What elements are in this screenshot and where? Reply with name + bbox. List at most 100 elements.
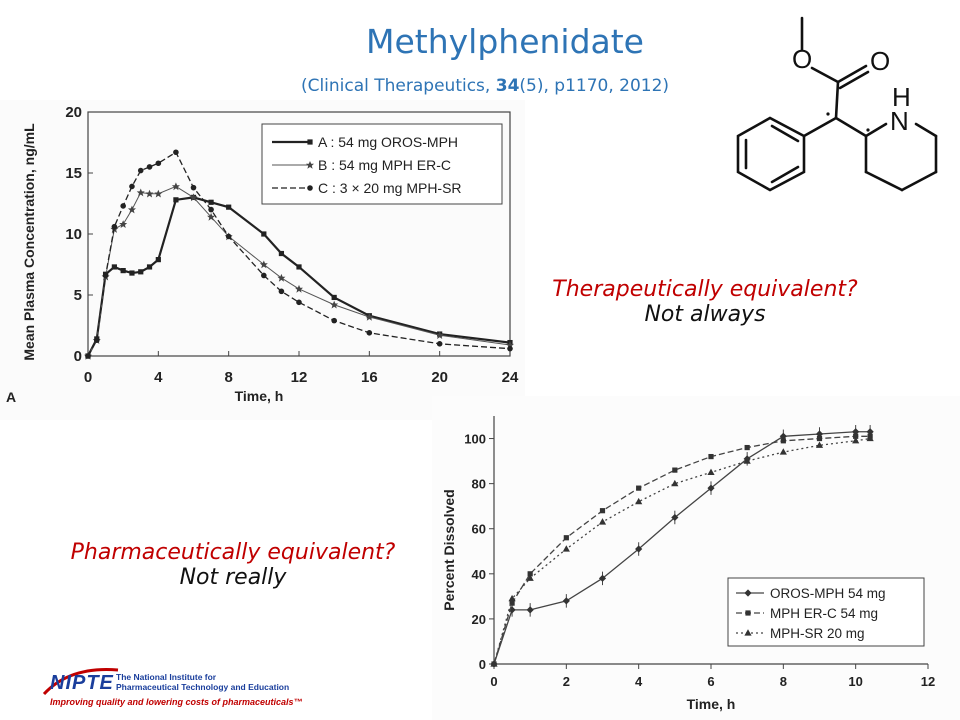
chart1-point-s3 <box>111 223 118 230</box>
chart1-legend-label-1: A : 54 mg OROS-MPH <box>318 134 458 150</box>
chart1-x-tick-label: 20 <box>431 369 448 386</box>
nipte-logo-mark: NIPTE <box>50 672 114 694</box>
chart2-point-s2 <box>527 571 533 577</box>
chart2-point-s2 <box>853 433 859 439</box>
chart2-point-s1 <box>866 428 874 436</box>
chart1-point-s2 <box>171 182 180 191</box>
nipte-line1: The National Institute for <box>116 672 217 682</box>
chart1-y-tick-label: 10 <box>65 226 82 243</box>
chart1-x-tick-label: 12 <box>291 369 308 386</box>
chart2-y-tick-label: 60 <box>472 522 486 537</box>
chart2-point-s2 <box>599 508 606 514</box>
chart1-panel-label: A <box>6 389 16 405</box>
chart1-point-s2 <box>330 300 339 309</box>
chart1-point-s1 <box>138 269 144 275</box>
therapeutic-equivalence-question: Therapeutically equivalent? Not always <box>505 277 905 327</box>
chart2-x-tick-label: 10 <box>848 674 862 689</box>
chart2-x-tick-label: 4 <box>635 674 643 689</box>
chart1-point-s3 <box>278 288 285 295</box>
chart1-point-s1 <box>226 204 232 210</box>
chart2-legend-marker-3 <box>744 629 752 636</box>
chart1-legend-marker-2 <box>306 161 314 169</box>
stereocenter-mark <box>826 112 830 116</box>
chart2-point-s3 <box>671 479 679 487</box>
chart2-legend-marker-2 <box>745 610 751 616</box>
chart1-series-line-3 <box>87 151 511 357</box>
chart1-point-s2 <box>207 212 216 221</box>
chart1-point-s3 <box>190 184 197 191</box>
chart1-point-s1 <box>208 199 214 205</box>
chart1-legend-marker-1 <box>307 139 313 145</box>
chart2-point-s2 <box>816 435 823 442</box>
chart1-y-tick-label: 20 <box>65 104 82 121</box>
chart1-y-tick-label: 0 <box>74 348 82 365</box>
chart2-y-tick-label: 80 <box>472 477 486 492</box>
chart2-point-s1 <box>852 428 860 436</box>
chart2-x-tick-label: 2 <box>563 674 570 689</box>
atom-o-carbonyl: O <box>870 46 890 76</box>
chart2-x-tick-label: 6 <box>707 674 714 689</box>
chart1-point-s1 <box>173 197 179 203</box>
chart1-point-s2 <box>259 260 268 269</box>
chart2-point-s3 <box>562 545 570 552</box>
chart2-point-s3 <box>508 594 516 602</box>
chart1-point-s1 <box>261 231 267 237</box>
chart1-y-tick-label: 15 <box>65 165 82 182</box>
chart2-point-s3 <box>852 437 860 444</box>
chart2-point-s3 <box>707 468 715 475</box>
nipte-tagline: Improving quality and lowering costs of … <box>50 697 303 707</box>
answer-therapeutic: Not always <box>644 302 766 327</box>
chart1-x-tick-label: 0 <box>84 369 92 386</box>
chart1-point-s2 <box>127 205 136 214</box>
chart2-y-tick-label: 0 <box>479 657 486 672</box>
citation: (Clinical Therapeutics, 34(5), p1170, 20… <box>230 76 740 96</box>
chart2-point-s2 <box>672 467 678 473</box>
methylphenidate-structure: O O H N <box>736 16 938 192</box>
chart2-legend-label-3: MPH-SR 20 mg <box>770 626 865 641</box>
chart1-point-s1 <box>155 257 161 263</box>
chart1-point-s3 <box>93 337 100 343</box>
plasma-concentration-chart: 0 5 10 15 20 0 4 8 12 16 20 24 Time, h Mean Plasma Co… <box>0 100 525 420</box>
chart1-legend-box <box>261 123 503 205</box>
chart2-x-tick-label: 0 <box>490 674 497 689</box>
chart2-x-tick-label: 8 <box>780 674 787 689</box>
nipte-line2: Pharmaceutical Technology and Education <box>116 682 290 692</box>
chart2-point-s2 <box>744 444 750 451</box>
chart1-point-s1 <box>278 250 285 257</box>
chart1-x-axis-label: Time, h <box>235 388 284 404</box>
stereocenter-mark <box>866 128 870 132</box>
chart1-point-s1 <box>120 268 126 274</box>
chart1-point-s2 <box>295 284 303 293</box>
chart1-point-s3 <box>129 183 135 190</box>
chart2-legend-marker-1 <box>744 589 752 597</box>
chart2-point-s3 <box>526 574 534 581</box>
chart1-point-s3 <box>208 206 214 213</box>
chart2-point-s1 <box>707 484 715 492</box>
question-therapeutic: Therapeutically equivalent? <box>552 277 858 302</box>
chart2-point-s2 <box>509 600 515 606</box>
atom-o-ester: O <box>792 44 812 74</box>
chart1-point-s3 <box>146 164 153 170</box>
chart1-point-s3 <box>85 353 91 359</box>
chart1-y-tick-label: 5 <box>74 287 82 304</box>
nipte-swoosh-icon <box>42 668 119 696</box>
chart2-point-s2 <box>636 485 642 491</box>
pharmaceutical-equivalence-question: Pharmaceutically equivalent? Not really <box>18 540 448 590</box>
chart2-point-s1 <box>815 430 824 438</box>
chart2-point-s3 <box>635 497 643 505</box>
answer-pharmaceutical: Not really <box>179 565 287 590</box>
chart2-y-axis-label: Percent Dissolved <box>441 489 457 610</box>
chart1-point-s2 <box>154 189 163 198</box>
chart1-x-tick-label: 4 <box>154 369 163 386</box>
chart1-point-s2 <box>277 273 286 282</box>
chart1-x-tick-label: 8 <box>224 369 232 386</box>
chart1-point-s3 <box>102 272 109 279</box>
chart1-legend-label-2: B : 54 mg MPH ER-C <box>318 157 451 173</box>
slide-title: Methylphenidate <box>366 22 644 61</box>
chart2-point-s1 <box>779 432 787 440</box>
chart2-point-s3 <box>866 434 874 442</box>
chart1-legend-label-3: C : 3 × 20 mg MPH-SR <box>318 180 462 196</box>
citation-post: (5), p1170, 2012) <box>519 76 670 96</box>
citation-volume: 34 <box>495 76 520 96</box>
chart2-legend-box <box>727 577 925 647</box>
